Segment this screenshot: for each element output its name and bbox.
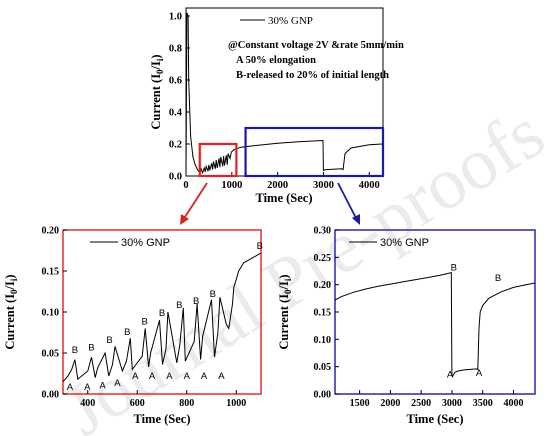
left-point-label-b: B <box>72 345 78 356</box>
right-point-label-a: A <box>476 368 483 379</box>
right-y-tick-label: 0.00 <box>314 390 332 401</box>
left-point-label-a: A <box>67 382 74 393</box>
right-y-tick-label: 0.20 <box>314 280 332 291</box>
blue-zoom-arrow <box>337 182 358 221</box>
main-red-highlight-box <box>198 142 238 178</box>
left-point-label-b: B <box>159 308 165 319</box>
main-x-tick-label: 2000 <box>267 180 288 191</box>
main-y-tick-label: 1.0 <box>169 12 182 23</box>
left-y-axis-label: Current (I0/Ii) <box>3 274 19 349</box>
main-series-line <box>185 12 384 177</box>
main-x-tick-label: 4000 <box>359 180 380 191</box>
right-x-tick-label: 2500 <box>411 398 431 409</box>
left-y-tick-label: 0.15 <box>42 267 60 278</box>
left-point-label-a: A <box>84 382 91 393</box>
left-zoom-chart: 400 600 800 1000 0.00 0.05 0.10 0.15 0.20 A B A B A B… <box>3 226 263 427</box>
left-series-line <box>62 252 262 383</box>
red-zoom-arrow <box>182 182 208 221</box>
left-legend-label: 30% GNP <box>121 237 170 249</box>
right-x-tick-label: 3000 <box>442 398 462 409</box>
right-y-tick-label: 0.05 <box>314 362 332 373</box>
left-point-label-b: B <box>257 241 263 252</box>
main-x-tick-label: 0 <box>183 180 188 191</box>
right-y-tick-label: 0.15 <box>314 308 332 319</box>
right-series-line <box>334 271 536 378</box>
left-point-label-a: A <box>166 371 173 382</box>
left-point-label-a: A <box>99 380 106 391</box>
main-y-axis-label: Current (I0/Ii) <box>149 54 165 129</box>
left-point-label-a: A <box>218 371 225 382</box>
right-point-label-b: B <box>451 262 457 273</box>
main-y-tick-label: 0.6 <box>169 76 182 87</box>
left-y-tick-label: 0.10 <box>42 308 60 319</box>
left-y-tick-label: 0.20 <box>42 226 60 237</box>
main-y-tick-label: 0.4 <box>169 108 183 119</box>
main-annotation-line-2: A 50% elongation <box>236 55 316 66</box>
left-point-label-b: B <box>88 343 94 354</box>
right-y-tick-label: 0.30 <box>314 226 332 237</box>
left-y-tick-label: 0.05 <box>42 349 60 360</box>
right-y-tick-label: 0.10 <box>314 335 332 346</box>
left-point-label-b: B <box>124 327 130 338</box>
main-x-axis-label: Time (Sec) <box>255 191 312 205</box>
right-zoom-chart: 1500 2000 2500 3000 3500 4000 0.00 0.05 0.10 0.15… <box>277 226 536 426</box>
right-x-tick-label: 4000 <box>503 398 523 409</box>
right-point-label-b: B <box>495 273 501 284</box>
left-point-label-a: A <box>132 371 139 382</box>
left-point-label-b: B <box>193 296 199 307</box>
left-point-label-a: A <box>201 371 208 382</box>
right-x-tick-label: 1500 <box>350 398 370 409</box>
watermark-text: Journal Pre-proofs <box>49 92 554 436</box>
right-x-tick-label: 3500 <box>473 398 493 409</box>
left-point-label-b: B <box>142 316 148 327</box>
left-x-tick-label: 400 <box>80 398 95 409</box>
main-annotation-line-3: B-released to 20% of initial length <box>236 70 389 81</box>
right-legend-label: 30% GNP <box>380 237 429 249</box>
main-x-tick-label: 3000 <box>313 180 334 191</box>
main-annotation-line-1: @Constant voltage 2V &rate 5mm/min <box>228 40 404 51</box>
left-x-axis-label: Time (Sec) <box>133 412 190 426</box>
main-plot-frame <box>185 7 384 177</box>
left-point-label-a: A <box>149 371 156 382</box>
left-x-tick-label: 800 <box>179 398 194 409</box>
blue-arrow-head <box>352 214 360 225</box>
right-x-axis-label: Time (Sec) <box>406 412 463 426</box>
zoom-arrows <box>180 182 360 225</box>
right-y-axis-label: Current (I0/Ii) <box>277 274 293 349</box>
red-arrow-head <box>180 214 189 225</box>
main-legend-label: 30% GNP <box>268 15 313 27</box>
main-y-tick-label: 0.2 <box>169 140 182 151</box>
main-y-tick-label: 0.8 <box>169 44 182 55</box>
left-x-tick-label: 600 <box>130 398 145 409</box>
main-y-tick-label: 0.0 <box>169 172 182 183</box>
left-point-label-b: B <box>210 289 216 300</box>
left-point-label-a: A <box>114 378 121 389</box>
main-chart: 0 1000 2000 3000 4000 0.0 0.2 0.4 0.6 0.8 1.0 30% … <box>149 7 404 205</box>
left-point-label-a: A <box>184 371 191 382</box>
main-x-tick-label: 1000 <box>221 180 242 191</box>
right-x-tick-label: 2000 <box>380 398 400 409</box>
main-blue-highlight-box <box>244 126 385 178</box>
right-point-label-a: A <box>447 370 454 381</box>
left-x-tick-label: 1000 <box>226 398 246 409</box>
left-y-tick-label: 0.00 <box>42 390 60 401</box>
right-y-tick-label: 0.25 <box>314 253 332 264</box>
left-point-label-b: B <box>106 335 112 346</box>
left-point-label-b: B <box>176 300 182 311</box>
